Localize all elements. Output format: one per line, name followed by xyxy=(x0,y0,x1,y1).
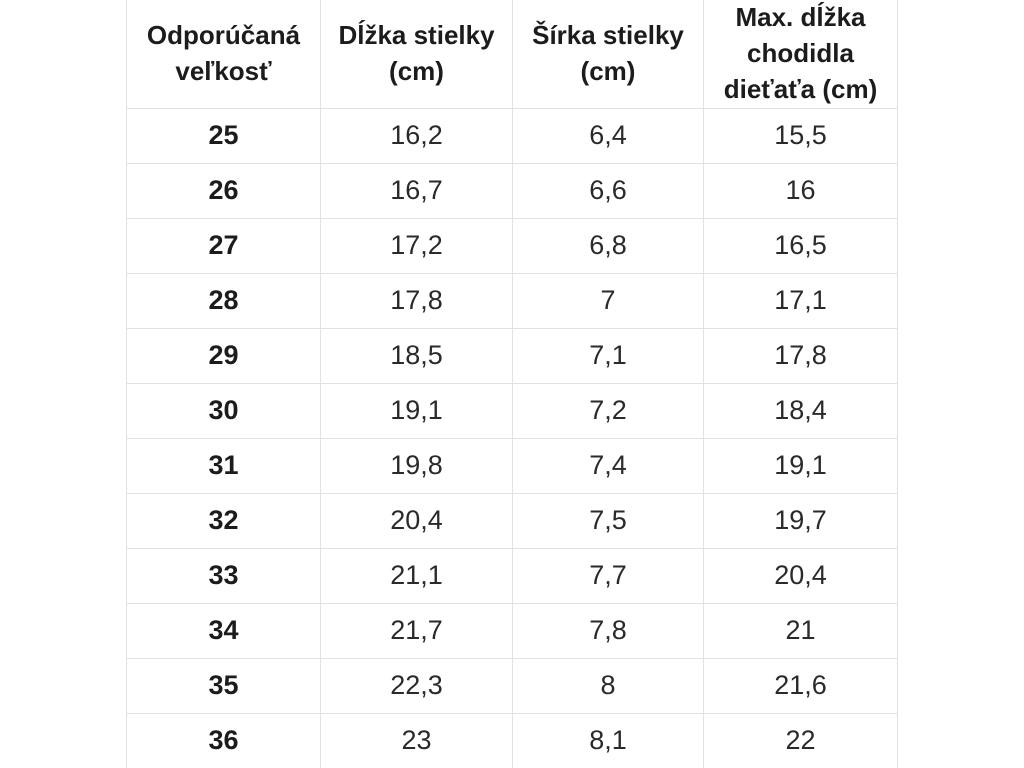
cell-max-foot-length: 21 xyxy=(703,602,898,659)
cell-insole-width: 6,6 xyxy=(512,162,704,219)
cell-insole-length: 16,7 xyxy=(320,162,513,219)
header-insole-length: Dĺžka stielky (cm) xyxy=(320,0,513,109)
table-row: 32 20,4 7,5 19,7 xyxy=(126,492,898,549)
cell-max-foot-length: 19,7 xyxy=(703,492,898,549)
cell-size: 31 xyxy=(126,437,321,494)
shoe-size-table: Odporúčaná veľkosť Dĺžka stielky (cm) Ší… xyxy=(126,0,898,768)
cell-insole-length: 17,8 xyxy=(320,272,513,329)
cell-insole-width: 8,1 xyxy=(512,712,704,768)
table-row: 29 18,5 7,1 17,8 xyxy=(126,327,898,384)
table-row: 35 22,3 8 21,6 xyxy=(126,657,898,714)
cell-max-foot-length: 16,5 xyxy=(703,217,898,274)
cell-insole-length: 21,1 xyxy=(320,547,513,604)
table-header: Odporúčaná veľkosť Dĺžka stielky (cm) Ší… xyxy=(126,0,898,109)
cell-max-foot-length: 22 xyxy=(703,712,898,768)
cell-size: 30 xyxy=(126,382,321,439)
header-row: Odporúčaná veľkosť Dĺžka stielky (cm) Ší… xyxy=(126,0,898,109)
cell-max-foot-length: 15,5 xyxy=(703,107,898,164)
cell-insole-length: 20,4 xyxy=(320,492,513,549)
cell-insole-width: 6,4 xyxy=(512,107,704,164)
cell-size: 27 xyxy=(126,217,321,274)
cell-insole-length: 23 xyxy=(320,712,513,768)
cell-max-foot-length: 19,1 xyxy=(703,437,898,494)
cell-insole-length: 16,2 xyxy=(320,107,513,164)
cell-insole-width: 7,5 xyxy=(512,492,704,549)
cell-insole-width: 7,7 xyxy=(512,547,704,604)
table-body: 25 16,2 6,4 15,5 26 16,7 6,6 16 27 17,2 … xyxy=(126,107,898,768)
cell-size: 32 xyxy=(126,492,321,549)
table-row: 25 16,2 6,4 15,5 xyxy=(126,107,898,164)
table-row: 27 17,2 6,8 16,5 xyxy=(126,217,898,274)
cell-max-foot-length: 17,8 xyxy=(703,327,898,384)
cell-size: 26 xyxy=(126,162,321,219)
table-row: 33 21,1 7,7 20,4 xyxy=(126,547,898,604)
cell-size: 29 xyxy=(126,327,321,384)
table-row: 28 17,8 7 17,1 xyxy=(126,272,898,329)
cell-max-foot-length: 18,4 xyxy=(703,382,898,439)
table-row: 26 16,7 6,6 16 xyxy=(126,162,898,219)
cell-size: 35 xyxy=(126,657,321,714)
cell-max-foot-length: 16 xyxy=(703,162,898,219)
cell-max-foot-length: 17,1 xyxy=(703,272,898,329)
cell-insole-length: 19,8 xyxy=(320,437,513,494)
cell-insole-length: 22,3 xyxy=(320,657,513,714)
cell-insole-width: 7,2 xyxy=(512,382,704,439)
header-recommended-size: Odporúčaná veľkosť xyxy=(126,0,321,109)
cell-size: 36 xyxy=(126,712,321,768)
cell-insole-width: 7,4 xyxy=(512,437,704,494)
cell-insole-length: 21,7 xyxy=(320,602,513,659)
table-row: 30 19,1 7,2 18,4 xyxy=(126,382,898,439)
header-max-foot-length: Max. dĺžka chodidla dieťaťa (cm) xyxy=(703,0,898,109)
cell-insole-width: 7,8 xyxy=(512,602,704,659)
cell-insole-width: 6,8 xyxy=(512,217,704,274)
cell-size: 28 xyxy=(126,272,321,329)
cell-insole-length: 19,1 xyxy=(320,382,513,439)
cell-size: 25 xyxy=(126,107,321,164)
cell-insole-width: 7,1 xyxy=(512,327,704,384)
cell-insole-width: 8 xyxy=(512,657,704,714)
cell-max-foot-length: 20,4 xyxy=(703,547,898,604)
table-row: 31 19,8 7,4 19,1 xyxy=(126,437,898,494)
table-row: 34 21,7 7,8 21 xyxy=(126,602,898,659)
cell-max-foot-length: 21,6 xyxy=(703,657,898,714)
cell-insole-length: 17,2 xyxy=(320,217,513,274)
cell-size: 33 xyxy=(126,547,321,604)
cell-insole-length: 18,5 xyxy=(320,327,513,384)
cell-insole-width: 7 xyxy=(512,272,704,329)
table-row: 36 23 8,1 22 xyxy=(126,712,898,768)
cell-size: 34 xyxy=(126,602,321,659)
header-insole-width: Šírka stielky (cm) xyxy=(512,0,704,109)
